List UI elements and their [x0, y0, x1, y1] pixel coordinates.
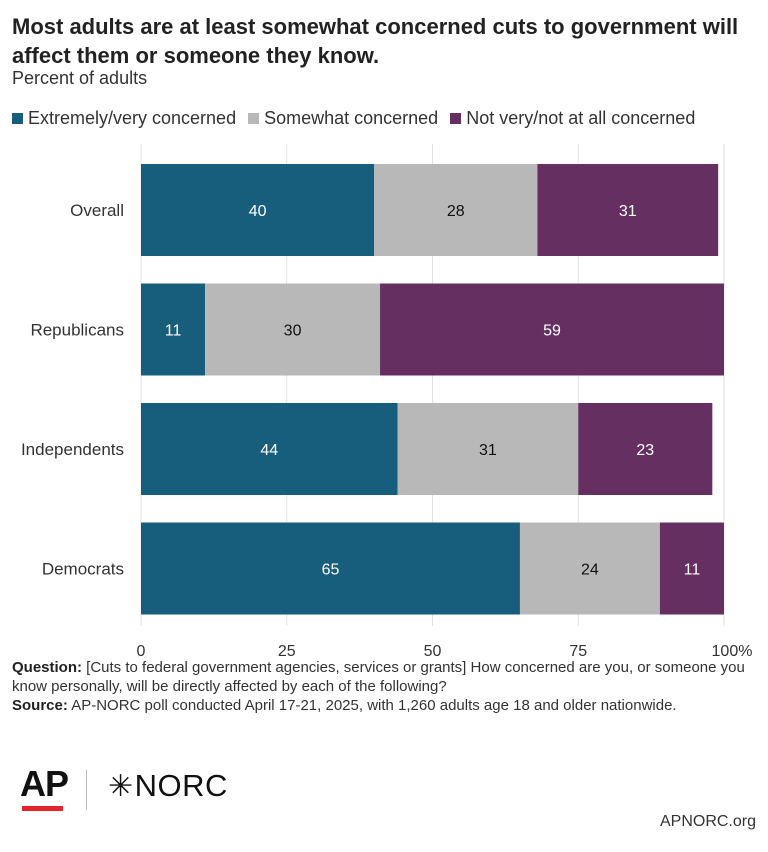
question-label: Question: — [12, 659, 82, 676]
legend-swatch-not-very — [450, 113, 462, 124]
data-label-independents-series-0: 44 — [260, 442, 278, 459]
category-label-overall: Overall — [70, 201, 124, 220]
data-label-independents-series-2: 23 — [636, 442, 654, 459]
legend-swatch-somewhat — [248, 113, 260, 124]
legend-item-not-very: Not very/not at all concerned — [450, 108, 695, 129]
footnote: Question: [Cuts to federal government ag… — [12, 658, 752, 715]
bar-independents-series-2 — [578, 403, 713, 495]
bar-republicans-series-1 — [205, 283, 381, 376]
legend-item-extremely-very: Extremely/very concerned — [12, 108, 236, 129]
legend-label-extremely-very: Extremely/very concerned — [28, 108, 237, 128]
bar-republicans-series-2 — [380, 283, 724, 376]
bar-overall-series-0 — [141, 164, 375, 256]
stacked-bar-chart: 40 28 31 Overall 11 30 59 Republicans 44 31 23 Inde… — [21, 144, 753, 660]
bar-overall-series-1 — [374, 164, 538, 256]
data-label-overall-series-0: 40 — [249, 203, 267, 220]
norc-logo-text: NORC — [134, 768, 228, 803]
data-label-overall-series-1: 28 — [447, 203, 465, 220]
data-label-republicans-series-1: 30 — [284, 323, 302, 340]
x-tick-label-75: 75 — [569, 643, 587, 660]
chart-subtitle: Percent of adults — [12, 68, 148, 88]
data-label-democrats-series-2: 11 — [684, 562, 701, 579]
question-note: Question: [Cuts to federal government ag… — [12, 658, 752, 696]
bar-democrats-series-1 — [519, 522, 660, 615]
data-label-democrats-series-0: 65 — [322, 562, 340, 579]
logo-divider — [86, 770, 87, 810]
norc-logo: ✳NORC — [108, 768, 228, 805]
question-text: [Cuts to federal government agencies, se… — [12, 659, 745, 695]
chart-legend: Extremely/very concerned Somewhat concer… — [12, 108, 707, 129]
legend-swatch-extremely-very — [12, 113, 23, 124]
x-tick-label-50: 50 — [424, 643, 442, 660]
category-label-republicans: Republicans — [30, 321, 124, 340]
data-label-overall-series-2: 31 — [619, 203, 637, 220]
bar-overall-series-2 — [537, 164, 719, 256]
x-tick-label-25: 25 — [278, 643, 296, 660]
source-note: Source: AP-NORC poll conducted April 17-… — [12, 696, 752, 715]
bar-democrats-series-0 — [141, 522, 520, 615]
legend-item-somewhat: Somewhat concerned — [248, 108, 438, 129]
ap-logo: AP — [20, 763, 69, 804]
data-label-republicans-series-2: 59 — [543, 323, 561, 340]
chart-title: Most adults are at least somewhat concer… — [12, 14, 739, 68]
bar-independents-series-1 — [397, 403, 579, 495]
category-label-democrats: Democrats — [42, 560, 124, 579]
data-label-independents-series-1: 31 — [479, 442, 497, 459]
bar-independents-series-0 — [141, 403, 398, 495]
legend-label-somewhat: Somewhat concerned — [264, 108, 439, 128]
x-tick-label-0: 0 — [137, 643, 146, 660]
bar-democrats-series-2 — [659, 522, 724, 615]
x-tick-label-100: 100% — [712, 643, 753, 660]
norc-star-icon: ✳ — [108, 770, 134, 803]
source-label: Source: — [12, 697, 68, 714]
data-label-republicans-series-0: 11 — [165, 323, 182, 340]
source-text: AP-NORC poll conducted April 17-21, 2025… — [67, 697, 677, 714]
bar-republicans-series-0 — [141, 283, 206, 376]
site-link[interactable]: APNORC.org — [659, 813, 756, 830]
legend-label-not-very: Not very/not at all concerned — [466, 108, 696, 128]
data-label-democrats-series-1: 24 — [581, 562, 599, 579]
ap-logo-underline — [22, 806, 63, 811]
category-label-independents: Independents — [21, 440, 124, 459]
